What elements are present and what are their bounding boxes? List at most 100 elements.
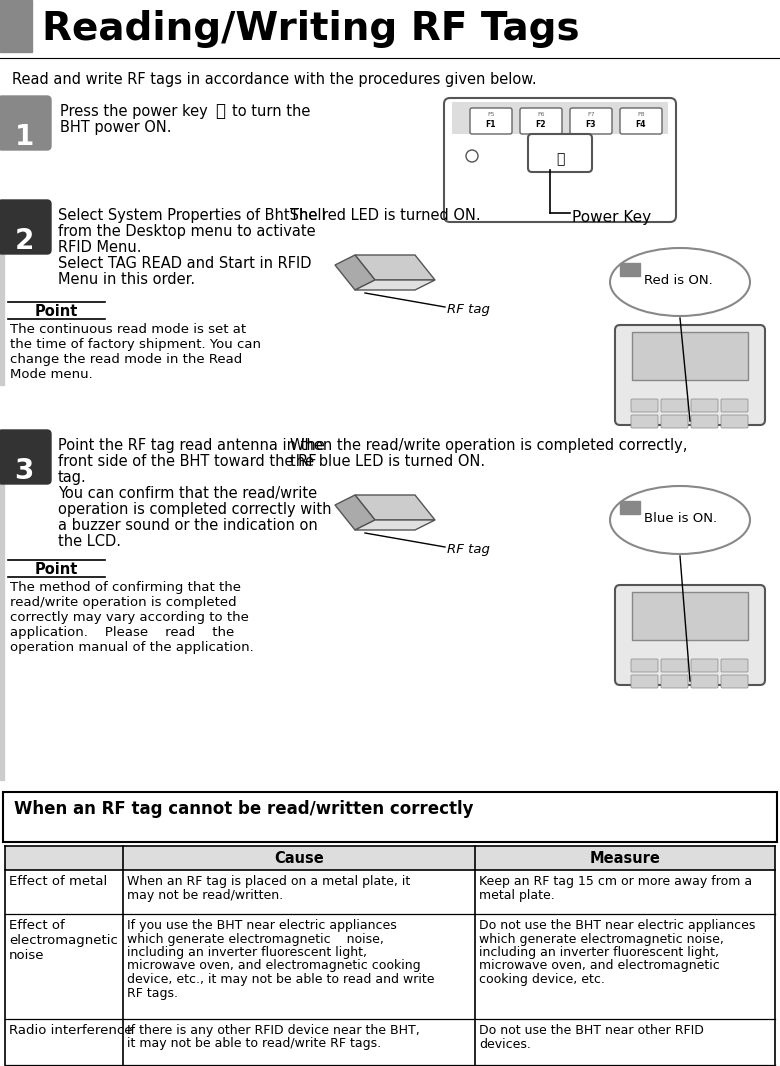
FancyBboxPatch shape — [661, 399, 688, 411]
Text: application.    Please    read    the: application. Please read the — [10, 626, 234, 639]
Text: When an RF tag cannot be read/written correctly: When an RF tag cannot be read/written co… — [14, 800, 473, 818]
FancyBboxPatch shape — [631, 659, 658, 672]
FancyBboxPatch shape — [721, 659, 748, 672]
Polygon shape — [355, 255, 435, 280]
Text: Blue is ON.: Blue is ON. — [644, 512, 717, 524]
Text: F5: F5 — [488, 112, 495, 117]
Polygon shape — [355, 495, 435, 520]
FancyBboxPatch shape — [721, 675, 748, 688]
FancyBboxPatch shape — [528, 134, 592, 172]
Text: it may not be able to read/write RF tags.: it may not be able to read/write RF tags… — [127, 1037, 381, 1050]
Text: Power Key: Power Key — [572, 210, 651, 225]
Text: which generate electromagnetic    noise,: which generate electromagnetic noise, — [127, 933, 384, 946]
Text: RF tags.: RF tags. — [127, 986, 178, 1000]
Polygon shape — [335, 495, 375, 530]
FancyBboxPatch shape — [470, 108, 512, 134]
FancyBboxPatch shape — [661, 659, 688, 672]
Text: Point the RF tag read antenna in the: Point the RF tag read antenna in the — [58, 438, 324, 453]
Bar — [632, 332, 748, 379]
Text: ⏻: ⏻ — [215, 102, 225, 120]
Text: device, etc., it may not be able to read and write: device, etc., it may not be able to read… — [127, 973, 434, 986]
Text: F8: F8 — [637, 112, 645, 117]
Text: Measure: Measure — [590, 851, 661, 866]
Text: The red LED is turned ON.: The red LED is turned ON. — [290, 208, 480, 223]
FancyBboxPatch shape — [691, 675, 718, 688]
FancyBboxPatch shape — [661, 675, 688, 688]
FancyBboxPatch shape — [721, 415, 748, 429]
Text: operation is completed correctly with: operation is completed correctly with — [58, 502, 332, 517]
Text: the blue LED is turned ON.: the blue LED is turned ON. — [290, 454, 485, 469]
Polygon shape — [355, 520, 435, 530]
Text: F7: F7 — [587, 112, 595, 117]
Ellipse shape — [610, 248, 750, 316]
Text: may not be read/written.: may not be read/written. — [127, 888, 283, 902]
FancyBboxPatch shape — [620, 108, 662, 134]
Text: Select System Properties of BhtShell: Select System Properties of BhtShell — [58, 208, 325, 223]
Text: 2: 2 — [14, 227, 34, 255]
Bar — [0, 200, 4, 385]
Text: Mode menu.: Mode menu. — [10, 368, 93, 381]
Text: When the read/write operation is completed correctly,: When the read/write operation is complet… — [290, 438, 687, 453]
Text: The continuous read mode is set at: The continuous read mode is set at — [10, 323, 246, 336]
Text: including an inverter fluorescent light,: including an inverter fluorescent light, — [479, 946, 719, 959]
Text: microwave oven, and electromagnetic: microwave oven, and electromagnetic — [479, 959, 720, 972]
Text: Menu in this order.: Menu in this order. — [58, 272, 195, 287]
FancyBboxPatch shape — [570, 108, 612, 134]
Text: read/write operation is completed: read/write operation is completed — [10, 596, 236, 609]
Bar — [620, 263, 640, 276]
Text: the LCD.: the LCD. — [58, 534, 121, 549]
Text: which generate electromagnetic noise,: which generate electromagnetic noise, — [479, 933, 724, 946]
Text: metal plate.: metal plate. — [479, 888, 555, 902]
Text: BHT power ON.: BHT power ON. — [60, 120, 172, 135]
FancyBboxPatch shape — [520, 108, 562, 134]
Text: Read and write RF tags in accordance with the procedures given below.: Read and write RF tags in accordance wit… — [12, 72, 537, 87]
Text: When an RF tag is placed on a metal plate, it: When an RF tag is placed on a metal plat… — [127, 875, 410, 888]
Text: 3: 3 — [14, 457, 34, 485]
Text: If you use the BHT near electric appliances: If you use the BHT near electric applian… — [127, 919, 397, 932]
Text: Do not use the BHT near electric appliances: Do not use the BHT near electric applian… — [479, 919, 755, 932]
Text: Radio interference: Radio interference — [9, 1024, 133, 1037]
Ellipse shape — [610, 486, 750, 554]
FancyBboxPatch shape — [452, 102, 668, 134]
Text: If there is any other RFID device near the BHT,: If there is any other RFID device near t… — [127, 1024, 420, 1037]
Text: Select TAG READ and Start in RFID: Select TAG READ and Start in RFID — [58, 256, 311, 271]
Text: front side of the BHT toward the RF: front side of the BHT toward the RF — [58, 454, 317, 469]
Text: Keep an RF tag 15 cm or more away from a: Keep an RF tag 15 cm or more away from a — [479, 875, 752, 888]
Bar — [3, 792, 777, 842]
Text: devices.: devices. — [479, 1037, 531, 1050]
FancyBboxPatch shape — [0, 200, 51, 254]
FancyBboxPatch shape — [721, 399, 748, 411]
FancyBboxPatch shape — [615, 585, 765, 685]
Text: F4: F4 — [636, 120, 647, 129]
FancyBboxPatch shape — [691, 659, 718, 672]
Text: RF tag: RF tag — [447, 303, 490, 316]
Text: F2: F2 — [536, 120, 546, 129]
Text: from the Desktop menu to activate: from the Desktop menu to activate — [58, 224, 316, 239]
Text: microwave oven, and electromagnetic cooking: microwave oven, and electromagnetic cook… — [127, 959, 420, 972]
FancyBboxPatch shape — [631, 415, 658, 429]
FancyBboxPatch shape — [0, 430, 51, 484]
Polygon shape — [355, 280, 435, 290]
FancyBboxPatch shape — [691, 415, 718, 429]
Bar — [0, 430, 4, 780]
Text: the time of factory shipment. You can: the time of factory shipment. You can — [10, 338, 261, 351]
Text: change the read mode in the Read: change the read mode in the Read — [10, 353, 243, 366]
Text: ⏻: ⏻ — [556, 152, 564, 166]
FancyBboxPatch shape — [691, 399, 718, 411]
Text: Red is ON.: Red is ON. — [644, 274, 713, 287]
Text: 1: 1 — [14, 123, 34, 151]
Text: Effect of
electromagnetic
noise: Effect of electromagnetic noise — [9, 919, 118, 962]
Text: Cause: Cause — [274, 851, 324, 866]
FancyBboxPatch shape — [631, 399, 658, 411]
Text: Point: Point — [34, 304, 78, 319]
Text: Press the power key: Press the power key — [60, 104, 207, 119]
Text: Effect of metal: Effect of metal — [9, 875, 108, 888]
Text: operation manual of the application.: operation manual of the application. — [10, 641, 254, 655]
Text: cooking device, etc.: cooking device, etc. — [479, 973, 604, 986]
Text: including an inverter fluorescent light,: including an inverter fluorescent light, — [127, 946, 367, 959]
Bar — [620, 501, 640, 514]
Circle shape — [466, 150, 478, 162]
Text: Do not use the BHT near other RFID: Do not use the BHT near other RFID — [479, 1024, 704, 1037]
Text: F1: F1 — [486, 120, 496, 129]
Bar — [632, 592, 748, 640]
